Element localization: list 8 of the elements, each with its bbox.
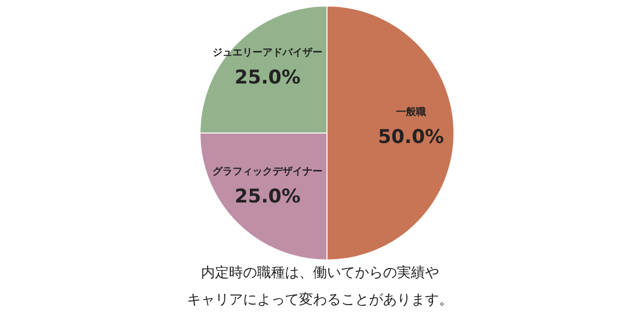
data-label: 25.0% <box>234 66 301 89</box>
text: キャリアによって変わることがあります。 <box>187 292 453 308</box>
data-label: 50.0% <box>378 126 444 148</box>
text: 内定時の職種は、働いてからの実績や <box>201 265 439 281</box>
slice-label: ジュエリーアドバイザー <box>212 46 323 59</box>
slice-label: グラフィックデザイナー <box>212 165 323 178</box>
slice-label: 一般職 <box>396 106 426 118</box>
data-label: 25.0% <box>234 185 301 208</box>
